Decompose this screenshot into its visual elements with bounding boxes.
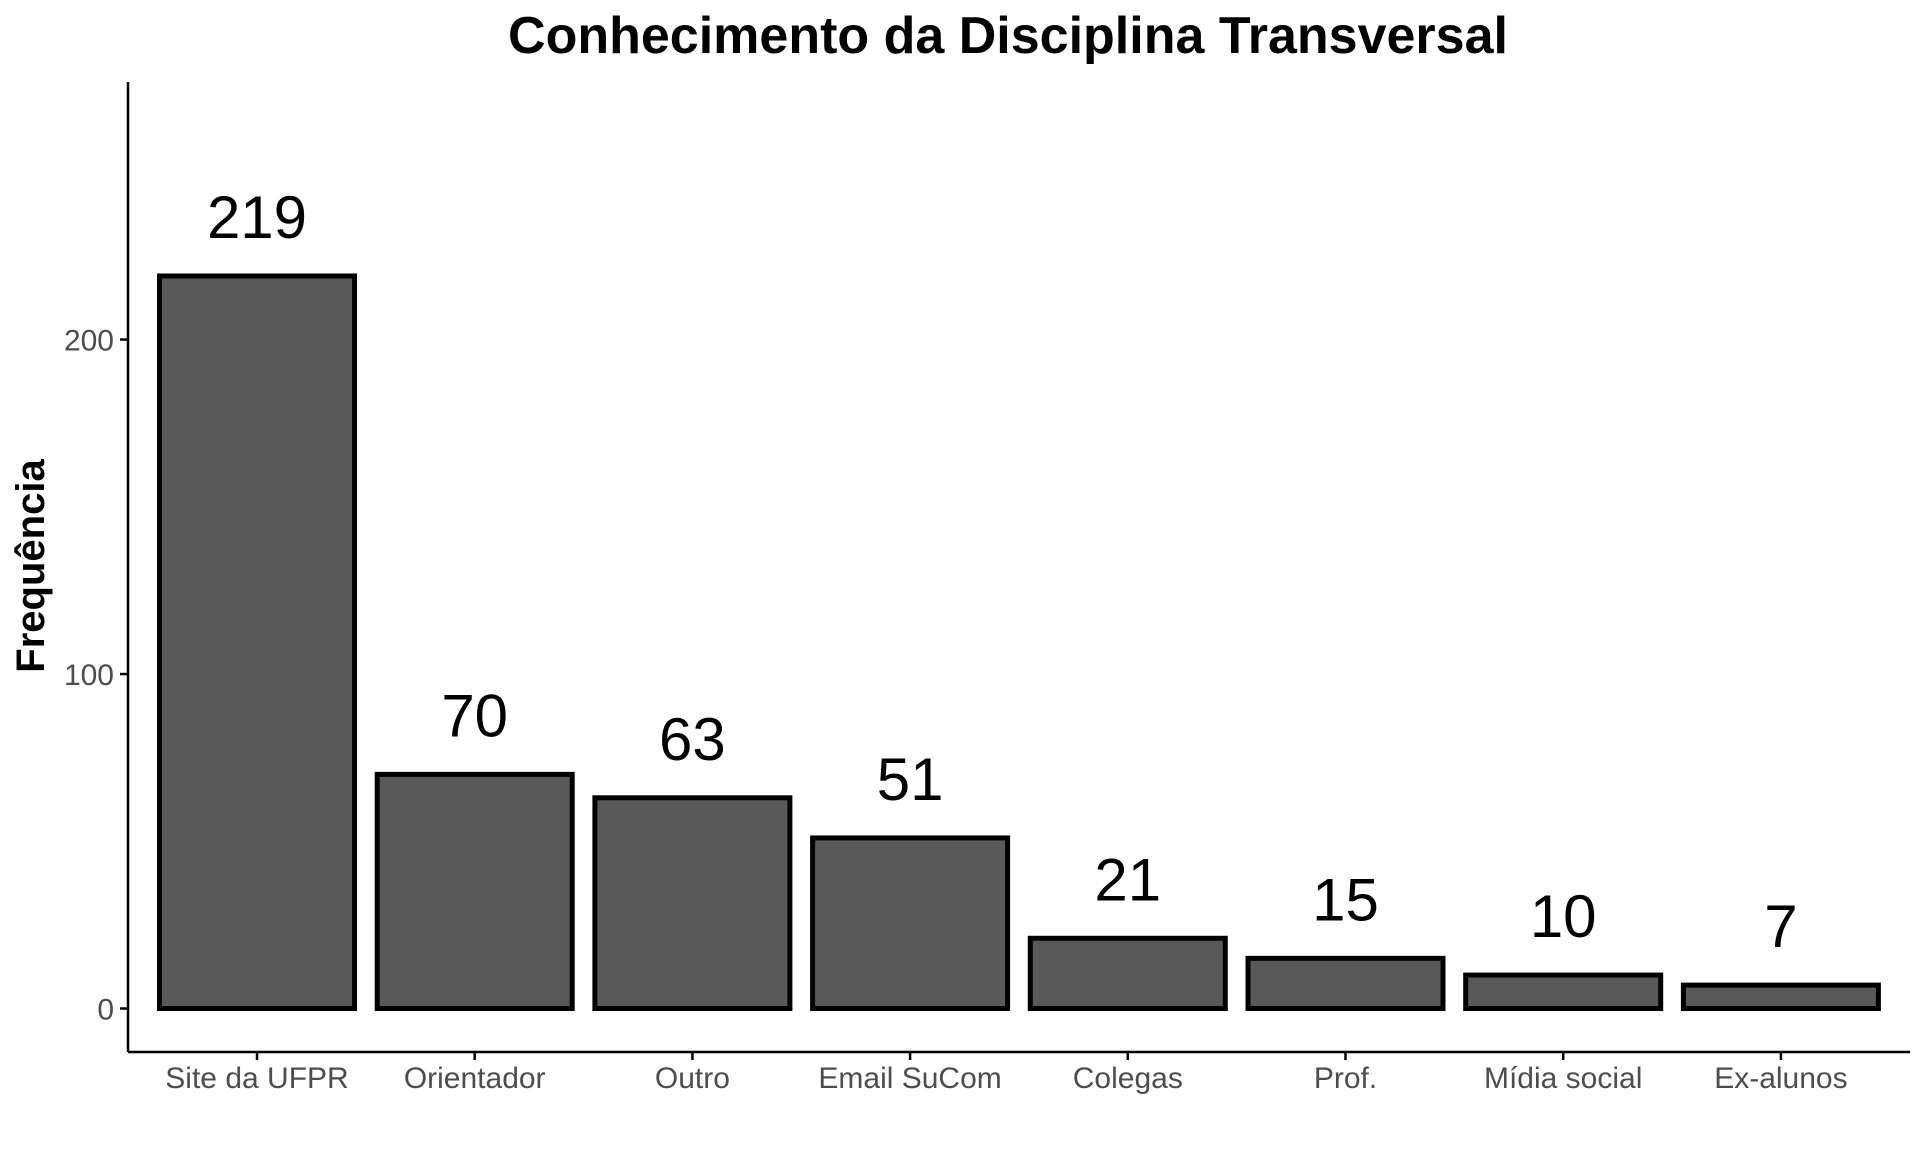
y-tick-label: 0: [97, 994, 114, 1027]
bar-value-label: 7: [1764, 893, 1797, 960]
x-tick-label: Site da UFPR: [165, 1062, 348, 1095]
bars-layer: [157, 273, 1881, 1012]
x-tick-label: Colegas: [1073, 1062, 1183, 1095]
bar-value-label: 51: [877, 746, 944, 813]
x-tick-label: Orientador: [404, 1062, 546, 1095]
x-tick-label: Mídia social: [1484, 1062, 1642, 1095]
axes-layer: 0 100 200 Site da UFPR Orientador Outro Email …: [64, 82, 1910, 1095]
bar-value-label: 70: [441, 682, 508, 749]
bar-3: [810, 835, 1011, 1012]
bar-value-label: 219: [207, 184, 307, 251]
bar-4: [1027, 935, 1228, 1012]
x-tick-label: Ex-alunos: [1714, 1062, 1847, 1095]
bar-labels-layer: 219 70 63 51 21 15 10 7: [207, 184, 1798, 960]
bar-2: [592, 795, 793, 1012]
bar-value-label: 15: [1312, 866, 1379, 933]
y-tick-label: 100: [64, 659, 114, 692]
y-axis-title: Frequência: [9, 459, 53, 673]
chart-title: Conhecimento da Disciplina Transversal: [508, 7, 1508, 65]
x-tick-label: Prof.: [1314, 1062, 1377, 1095]
x-tick-label: Outro: [655, 1062, 730, 1095]
bar-1: [374, 771, 575, 1012]
bar-6: [1463, 972, 1664, 1012]
bar-7: [1680, 982, 1881, 1012]
bar-value-label: 10: [1530, 883, 1597, 950]
bar-value-label: 21: [1094, 846, 1161, 913]
y-tick-label: 200: [64, 325, 114, 358]
x-tick-label: Email SuCom: [818, 1062, 1001, 1095]
bar-5: [1245, 955, 1446, 1012]
bar-0: [157, 273, 357, 1012]
bar-value-label: 63: [659, 706, 726, 773]
